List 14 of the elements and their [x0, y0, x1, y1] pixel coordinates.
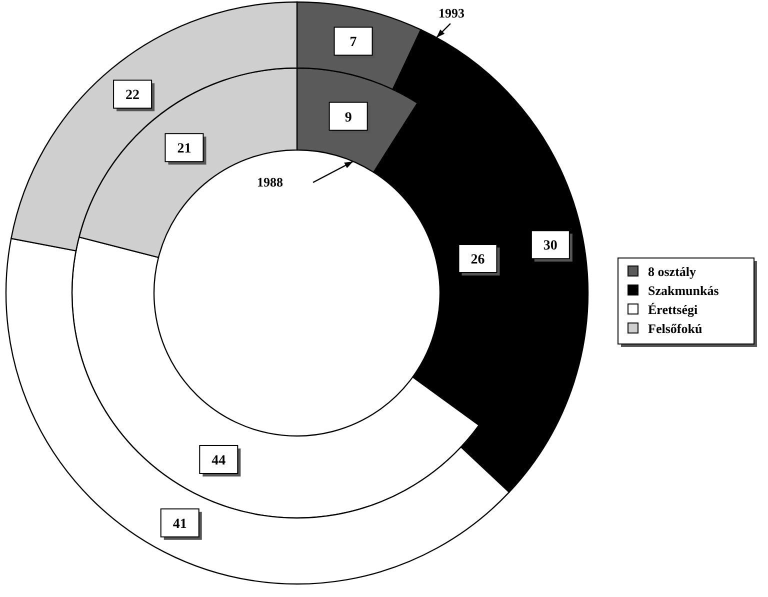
data-label: 22 [126, 88, 140, 104]
legend-label: Szakmunkás [648, 283, 719, 298]
data-label: 9 [344, 110, 352, 126]
data-label: 7 [350, 35, 357, 50]
data-label: 30 [543, 238, 558, 254]
slice-label: 1993 [438, 6, 465, 21]
legend-label: Érettségi [648, 302, 698, 317]
data-label: 41 [172, 516, 187, 532]
data-label: 26 [470, 252, 485, 268]
legend-label: 8 osztály [648, 264, 697, 279]
slice-label: 1988 [257, 174, 284, 190]
data-label: 44 [212, 453, 226, 468]
data-label: 21 [177, 142, 192, 157]
legend-label: Felsőfokú [648, 321, 702, 336]
